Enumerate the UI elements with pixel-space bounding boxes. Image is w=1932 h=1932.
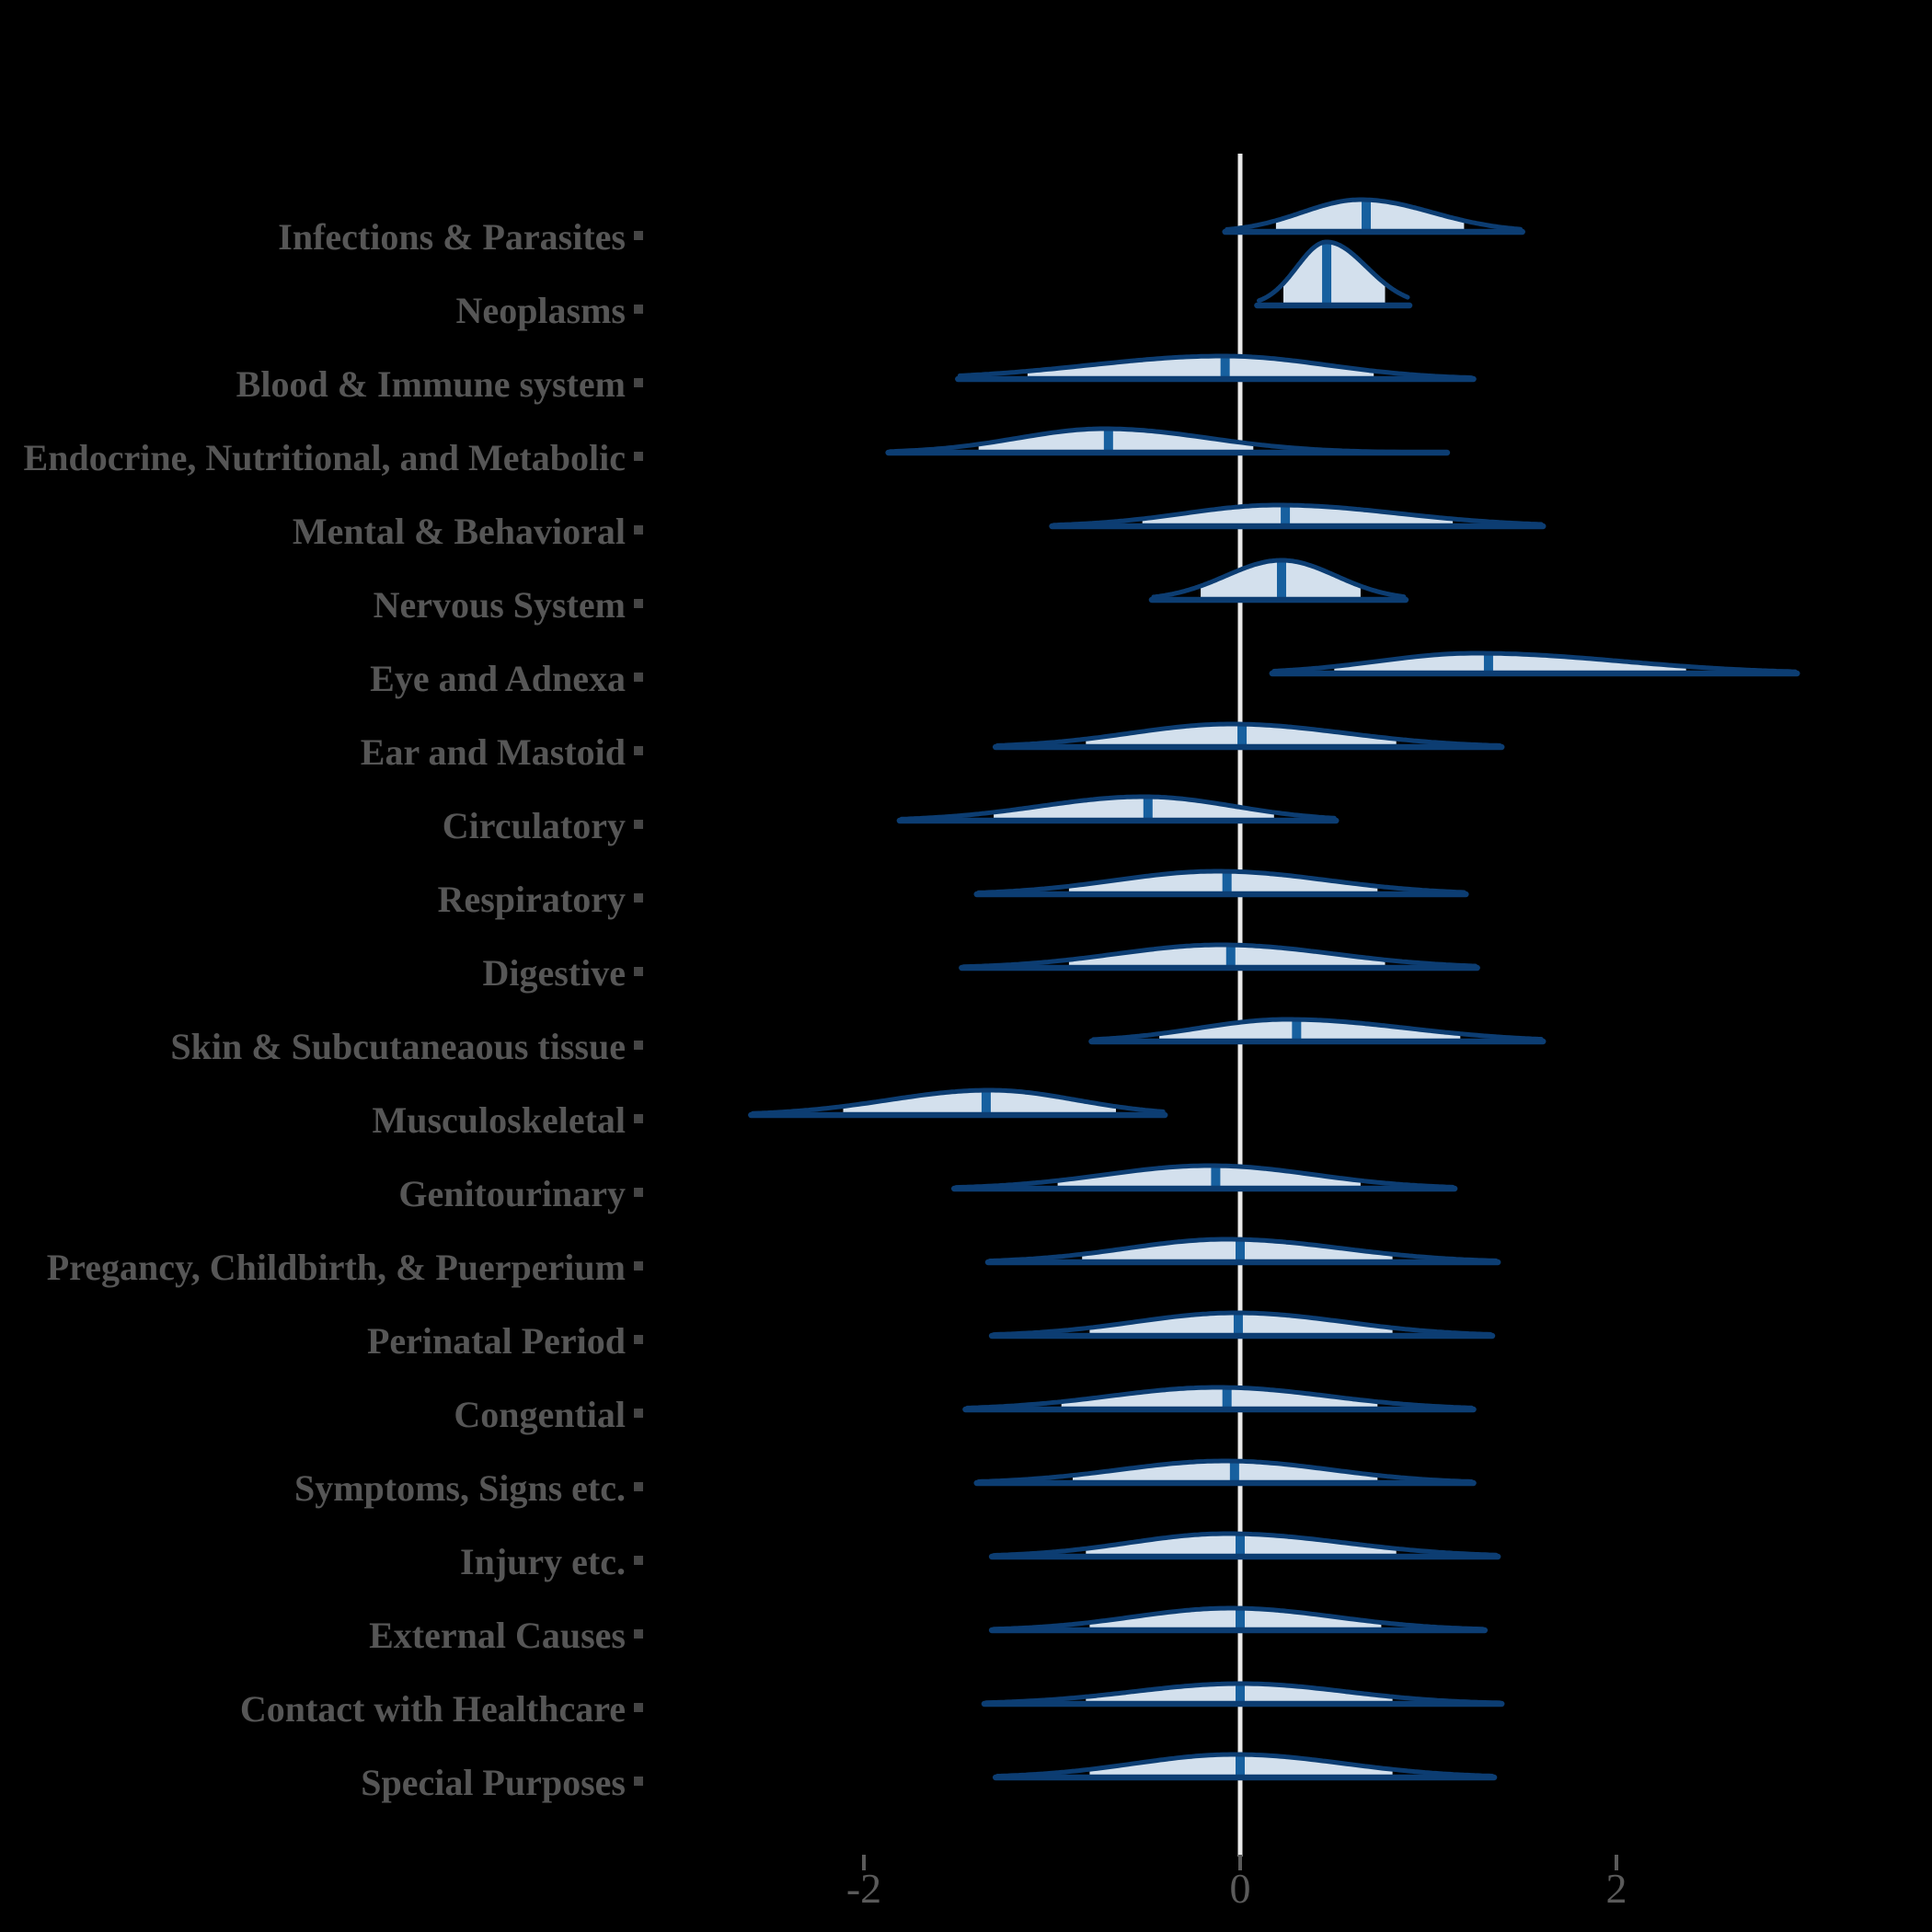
y-tick-square-respiratory [634,893,643,903]
category-label-digestive: Digestive [482,952,626,994]
y-tick-square-external-causes [634,1629,643,1639]
category-label-congential: Congential [454,1394,626,1435]
category-label-ear-and-mastoid: Ear and Mastoid [361,731,626,773]
y-tick-square-special-purposes [634,1777,643,1786]
y-tick-square-perinatal-period [634,1335,643,1344]
violin-fill-neoplasms [1283,242,1386,305]
violin-outline-musculoskeletal [750,1087,1166,1116]
violin-outline-blood-immune-system [957,353,1474,381]
y-tick-square-injury-etc [634,1556,643,1565]
category-label-contact-with-healthcare: Contact with Healthcare [240,1688,626,1730]
violin-outline-nervous-system [1151,558,1407,600]
y-tick-square-circulatory [634,820,643,829]
y-tick-square-skin-subcutaneaous-tissue [634,1041,643,1050]
y-tick-square-symptoms-signs-etc [634,1482,643,1491]
y-tick-square-ear-and-mastoid [634,746,643,755]
category-label-nervous-system: Nervous System [374,584,626,626]
category-label-eye-and-adnexa: Eye and Adnexa [370,658,626,699]
category-label-respiratory: Respiratory [438,879,626,920]
category-label-circulatory: Circulatory [443,805,626,846]
category-label-pregancy-childbirth-puerperium: Pregancy, Childbirth, & Puerperium [47,1247,626,1288]
violin-outline-digestive [960,942,1478,970]
category-label-special-purposes: Special Purposes [361,1762,626,1803]
y-tick-square-nervous-system [634,599,643,608]
violin-outline-special-purposes [995,1752,1495,1778]
y-tick-square-contact-with-healthcare [634,1703,643,1712]
violin-outline-external-causes [991,1605,1486,1632]
y-tick-square-blood-immune-system [634,378,643,387]
category-label-genitourinary: Genitourinary [398,1173,626,1214]
violin-outline-ear-and-mastoid [995,721,1502,748]
category-label-endocrine-nutritional-and-metabolic: Endocrine, Nutritional, and Metabolic [24,437,626,478]
category-label-external-causes: External Causes [369,1615,626,1656]
violin-outline-respiratory [976,868,1466,895]
violin-outline-perinatal-period [991,1310,1493,1338]
violin-outline-mental-behavioral [1052,502,1544,528]
y-tick-square-digestive [634,967,643,976]
violin-outline-skin-subcutaneaous-tissue [1091,1017,1544,1042]
category-label-infections-parasites: Infections & Parasites [278,216,626,258]
violin-outline-eye-and-adnexa [1271,650,1798,674]
violin-outline-circulatory [899,794,1337,822]
x-tick-label-2: 2 [1606,1865,1627,1912]
y-tick-square-congential [634,1409,643,1418]
violin-outline-neoplasms [1257,239,1410,304]
y-tick-square-neoplasms [634,305,643,314]
y-tick-square-endocrine-nutritional-and-metabolic [634,452,643,461]
category-label-mental-behavioral: Mental & Behavioral [293,511,626,552]
category-label-blood-immune-system: Blood & Immune system [236,363,626,405]
x-tick-label-0: 0 [1230,1865,1251,1912]
y-tick-square-pregancy-childbirth-puerperium [634,1261,643,1271]
category-label-symptoms-signs-etc: Symptoms, Signs etc. [294,1467,626,1509]
y-tick-square-mental-behavioral [634,525,643,535]
y-tick-square-musculoskeletal [634,1114,643,1123]
violin-outline-genitourinary [953,1163,1455,1190]
category-label-musculoskeletal: Musculoskeletal [372,1099,626,1141]
y-tick-square-infections-parasites [634,231,643,240]
category-label-neoplasms: Neoplasms [456,290,626,331]
category-label-injury-etc: Injury etc. [460,1541,626,1582]
violin-outline-contact-with-healthcare [983,1681,1502,1706]
category-label-skin-subcutaneaous-tissue: Skin & Subcutaneaous tissue [170,1026,626,1067]
violin-outline-pregancy-childbirth-puerperium [987,1236,1499,1263]
category-label-perinatal-period: Perinatal Period [367,1320,626,1362]
violin-outline-symptoms-signs-etc [976,1458,1474,1484]
violin-outline-congential [965,1385,1474,1410]
violin-outline-infections-parasites [1225,197,1524,232]
y-tick-square-genitourinary [634,1188,643,1197]
violin-outline-injury-etc [991,1531,1499,1558]
x-tick-label--2: -2 [846,1865,881,1912]
y-tick-square-eye-and-adnexa [634,673,643,682]
